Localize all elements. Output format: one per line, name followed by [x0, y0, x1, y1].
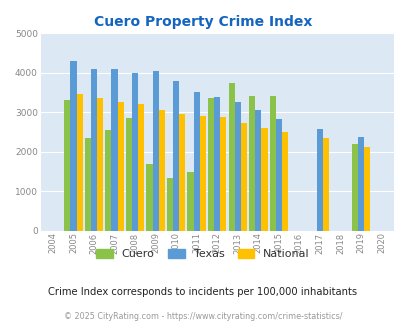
Bar [126, 118, 132, 231]
Bar [158, 110, 164, 231]
Bar [132, 73, 138, 231]
Bar [193, 92, 199, 231]
Bar [179, 114, 185, 231]
Bar [173, 81, 179, 231]
Bar [85, 138, 91, 231]
Bar [255, 110, 261, 231]
Bar [269, 96, 275, 231]
Bar [351, 144, 357, 231]
Bar [213, 97, 220, 231]
Bar [261, 128, 267, 231]
Bar [357, 137, 363, 231]
Text: © 2025 CityRating.com - https://www.cityrating.com/crime-statistics/: © 2025 CityRating.com - https://www.city… [64, 312, 341, 321]
Bar [70, 61, 77, 231]
Bar [152, 71, 158, 231]
Bar [199, 116, 205, 231]
Text: Crime Index corresponds to incidents per 100,000 inhabitants: Crime Index corresponds to incidents per… [48, 287, 357, 297]
Bar [220, 117, 226, 231]
Bar [166, 178, 173, 231]
Bar [275, 119, 281, 231]
Text: Cuero Property Crime Index: Cuero Property Crime Index [94, 15, 311, 29]
Bar [316, 129, 322, 231]
Bar [97, 98, 103, 231]
Bar [111, 69, 117, 231]
Legend: Cuero, Texas, National: Cuero, Texas, National [92, 244, 313, 263]
Bar [281, 132, 288, 231]
Bar [91, 69, 97, 231]
Bar [77, 94, 83, 231]
Bar [240, 123, 246, 231]
Bar [138, 104, 144, 231]
Bar [248, 96, 255, 231]
Bar [105, 130, 111, 231]
Bar [322, 138, 328, 231]
Bar [234, 102, 240, 231]
Bar [64, 100, 70, 231]
Bar [146, 164, 152, 231]
Bar [207, 98, 213, 231]
Bar [117, 102, 124, 231]
Bar [187, 172, 193, 231]
Bar [363, 147, 369, 231]
Bar [228, 82, 234, 231]
